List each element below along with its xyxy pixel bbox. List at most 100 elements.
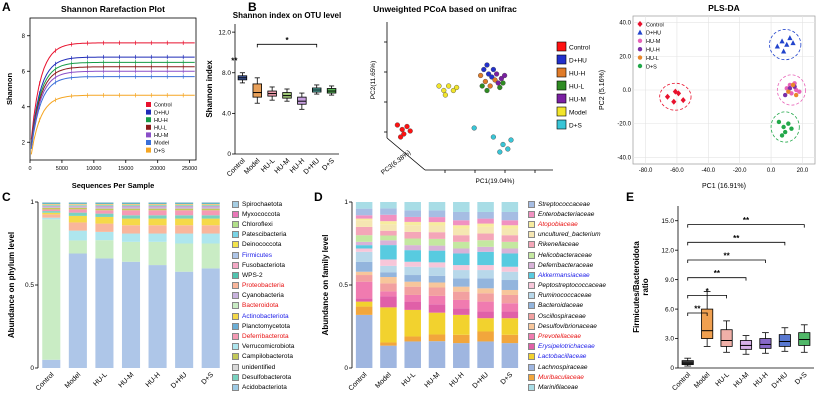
legend-swatch bbox=[232, 261, 239, 269]
legend-swatch bbox=[528, 322, 535, 330]
svg-text:Control: Control bbox=[154, 103, 172, 109]
legend-item: unidentified bbox=[232, 362, 316, 372]
svg-text:0: 0 bbox=[344, 365, 348, 372]
legend-swatch bbox=[528, 363, 535, 371]
svg-text:15.0: 15.0 bbox=[661, 218, 674, 225]
legend-item: Desulfovibrionaceae bbox=[528, 321, 630, 331]
svg-text:20.0: 20.0 bbox=[797, 168, 809, 174]
legend-swatch bbox=[232, 271, 239, 279]
svg-text:9.0: 9.0 bbox=[665, 277, 674, 284]
legend-label: Firmicutes bbox=[242, 251, 272, 259]
svg-text:Unweighted PCoA based on unifr: Unweighted PCoA based on unifrac bbox=[373, 4, 517, 14]
legend-label: Verrucomicrobiota bbox=[242, 343, 295, 351]
svg-text:HU-H: HU-H bbox=[753, 371, 770, 388]
svg-text:20.0: 20.0 bbox=[619, 54, 631, 60]
legend-swatch bbox=[232, 322, 239, 330]
legend-swatch bbox=[528, 373, 535, 381]
svg-text:PC1 (16.91%): PC1 (16.91%) bbox=[702, 183, 746, 190]
svg-text:HU-H: HU-H bbox=[145, 371, 162, 388]
legend-item: Rikenellaceae bbox=[528, 240, 630, 250]
legend-swatch bbox=[528, 292, 535, 300]
legend-swatch bbox=[232, 241, 239, 249]
legend-item: WPS-2 bbox=[232, 270, 316, 280]
svg-text:PC2(11.65%): PC2(11.65%) bbox=[370, 61, 377, 100]
legend-label: Campilobacterota bbox=[242, 353, 293, 361]
svg-text:Control: Control bbox=[646, 22, 664, 28]
legend-label: Oscillospiraceae bbox=[538, 312, 586, 320]
svg-text:D+HU: D+HU bbox=[771, 371, 790, 390]
legend-label: Peptostreptococcaceae bbox=[538, 282, 606, 290]
svg-text:D+S: D+S bbox=[154, 148, 165, 154]
svg-text:Abundance on family level: Abundance on family level bbox=[321, 235, 330, 336]
svg-text:*: * bbox=[285, 36, 289, 45]
svg-text:Model: Model bbox=[693, 371, 712, 390]
legend-swatch bbox=[528, 302, 535, 310]
svg-text:40.0: 40.0 bbox=[619, 21, 631, 27]
svg-text:20000: 20000 bbox=[150, 166, 165, 172]
legend-label: Myxococcota bbox=[242, 210, 280, 218]
legend-swatch bbox=[232, 292, 239, 300]
svg-text:15000: 15000 bbox=[118, 166, 133, 172]
legend-item: Desulfobacterota bbox=[232, 372, 316, 382]
svg-text:**: ** bbox=[723, 252, 730, 261]
svg-text:HU-M: HU-M bbox=[646, 39, 661, 45]
svg-text:D+HU: D+HU bbox=[471, 371, 490, 390]
svg-text:D+S: D+S bbox=[569, 123, 582, 130]
legend-item: Muribaculaceae bbox=[528, 372, 630, 382]
svg-text:D+S: D+S bbox=[646, 64, 657, 70]
legend-item: uncultured_bacterium bbox=[528, 230, 630, 240]
shannon-index-boxplot: Shannon index on OTU level 0 4.0 8.0 12.0 Sha… bbox=[205, 11, 341, 178]
svg-text:**: ** bbox=[714, 269, 721, 278]
svg-text:0: 0 bbox=[227, 151, 231, 158]
svg-text:8.0: 8.0 bbox=[222, 70, 231, 77]
svg-text:HU-L: HU-L bbox=[401, 371, 418, 388]
legend-label: Deferribacteraceae bbox=[538, 261, 594, 269]
svg-text:3.0: 3.0 bbox=[665, 336, 674, 343]
legend-item: Erysipelotrichaceae bbox=[528, 342, 630, 352]
legend-swatch bbox=[528, 312, 535, 320]
legend-label: Bacteroidaceae bbox=[538, 302, 584, 310]
legend-item: Peptostreptococcaceae bbox=[528, 281, 630, 291]
legend-swatch bbox=[232, 302, 239, 310]
legend-item: Atopobiaceae bbox=[528, 219, 630, 229]
svg-text:HU-H: HU-H bbox=[154, 118, 168, 124]
legend-swatch bbox=[232, 353, 239, 361]
legend-swatch bbox=[528, 220, 535, 228]
legend-swatch bbox=[528, 271, 535, 279]
legend-item: Prevotellaceae bbox=[528, 331, 630, 341]
panel-label-a: A bbox=[2, 0, 11, 14]
legend-item: Deferribacterota bbox=[232, 331, 316, 341]
svg-text:**: ** bbox=[694, 305, 701, 314]
legend-label: Ruminococcaceae bbox=[538, 292, 592, 300]
legend-label: Actinobacteriota bbox=[242, 312, 289, 320]
legend-item: Patescibacteria bbox=[232, 230, 316, 240]
svg-text:-20.0: -20.0 bbox=[617, 122, 631, 128]
plsda-scatter-plot: PLS-DA -80.0 -60.0 -40.0 -20.0 0.0 20.0 -40.0 -2… bbox=[599, 3, 816, 190]
legend-item: Marinifilaceae bbox=[528, 382, 630, 392]
svg-text:5000: 5000 bbox=[56, 166, 68, 172]
legend-item: Enterobacteriaceae bbox=[528, 209, 630, 219]
svg-text:D+S: D+S bbox=[500, 371, 515, 386]
legend-item: Planctomycetota bbox=[232, 321, 316, 331]
legend-label: Erysipelotrichaceae bbox=[538, 343, 595, 351]
svg-text:12.0: 12.0 bbox=[218, 29, 231, 36]
svg-text:ratio: ratio bbox=[641, 278, 650, 295]
legend-swatch bbox=[528, 251, 535, 259]
legend-label: WPS-2 bbox=[242, 271, 263, 279]
legend-label: uncultured_bacterium bbox=[538, 231, 601, 239]
svg-text:HU-M: HU-M bbox=[118, 371, 136, 389]
svg-text:*: * bbox=[706, 287, 710, 296]
legend-swatch bbox=[528, 282, 535, 290]
panel-label-b: B bbox=[248, 0, 257, 14]
legend-label: Proteobacteria bbox=[242, 282, 285, 290]
legend-item: Proteobacteria bbox=[232, 281, 316, 291]
legend-label: Cyanobacteria bbox=[242, 292, 284, 300]
panel-label-e: E bbox=[626, 190, 635, 204]
legend-swatch bbox=[528, 333, 535, 341]
svg-text:D+HU: D+HU bbox=[303, 157, 322, 176]
legend-label: Muribaculaceae bbox=[538, 373, 584, 381]
svg-text:Control: Control bbox=[348, 371, 369, 392]
svg-text:HU-H: HU-H bbox=[569, 71, 586, 78]
legend-label: Prevotellaceae bbox=[538, 333, 581, 341]
